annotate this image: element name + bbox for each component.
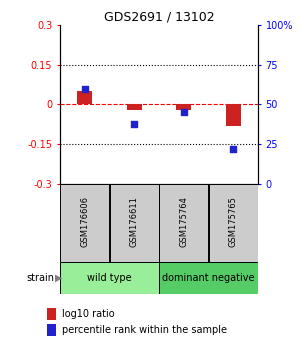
Bar bbox=[60, 262, 159, 294]
Bar bbox=[110, 184, 159, 262]
Bar bbox=[176, 104, 191, 110]
Bar bbox=[159, 184, 208, 262]
Text: percentile rank within the sample: percentile rank within the sample bbox=[62, 325, 227, 335]
Bar bbox=[60, 184, 109, 262]
Text: GSM175764: GSM175764 bbox=[179, 196, 188, 247]
Title: GDS2691 / 13102: GDS2691 / 13102 bbox=[104, 11, 214, 24]
Text: wild type: wild type bbox=[87, 273, 132, 283]
Bar bbox=[209, 184, 258, 262]
Text: ▶: ▶ bbox=[55, 273, 62, 283]
Bar bbox=[47, 324, 56, 336]
Point bbox=[231, 146, 236, 152]
Bar bbox=[226, 104, 241, 126]
Point bbox=[132, 121, 137, 126]
Bar bbox=[47, 308, 56, 320]
Text: dominant negative: dominant negative bbox=[162, 273, 255, 283]
Text: GSM175765: GSM175765 bbox=[229, 196, 238, 247]
Text: GSM176611: GSM176611 bbox=[130, 196, 139, 247]
Text: strain: strain bbox=[26, 273, 54, 283]
Bar bbox=[159, 262, 258, 294]
Bar bbox=[77, 91, 92, 104]
Bar bbox=[127, 104, 142, 110]
Point bbox=[82, 86, 87, 91]
Text: GSM176606: GSM176606 bbox=[80, 196, 89, 247]
Point bbox=[181, 110, 186, 115]
Text: log10 ratio: log10 ratio bbox=[62, 309, 115, 319]
